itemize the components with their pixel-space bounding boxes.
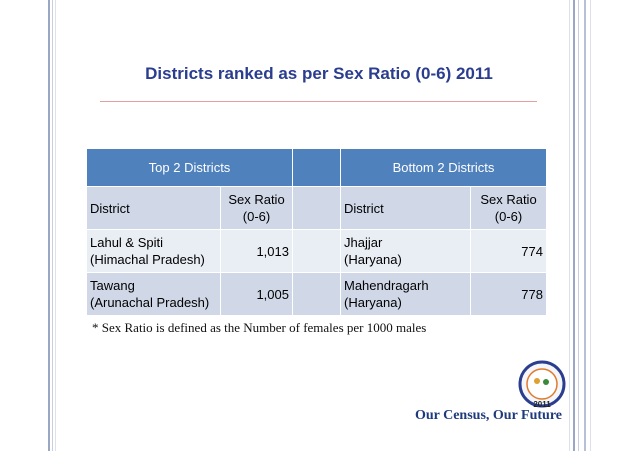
cell [292, 186, 341, 230]
stripe [55, 0, 56, 451]
stripe [569, 0, 570, 451]
column-header: District [86, 186, 221, 230]
sex-ratio: 1,013 [220, 229, 293, 273]
stripe [590, 0, 591, 451]
tagline: Our Census, Our Future [414, 408, 562, 423]
stripe [584, 0, 586, 451]
group-header: Bottom 2 Districts [340, 148, 547, 187]
census-logo: 2011 [518, 360, 566, 409]
footnote: * Sex Ratio is defined as the Number of … [92, 320, 427, 335]
sex-ratio: 1,005 [220, 272, 293, 316]
cell [292, 229, 341, 273]
divider [100, 101, 537, 102]
column-header: District [340, 186, 471, 230]
stripe [578, 0, 579, 451]
group-header: Top 2 Districts [86, 148, 293, 187]
stripe [573, 0, 575, 451]
cell [292, 148, 341, 187]
title: Districts ranked as per Sex Ratio (0-6) … [145, 64, 493, 83]
stripe [52, 0, 53, 451]
ranking-table: Top 2 Districts Bottom 2 Districts Distr… [86, 148, 547, 316]
sex-ratio: 778 [470, 272, 547, 316]
logo-figure [534, 378, 540, 384]
column-header: Sex Ratio (0-6) [470, 186, 547, 230]
district: Jhajjar (Haryana) [340, 229, 471, 273]
logo-year: 2011 [533, 400, 551, 409]
sex-ratio: 774 [470, 229, 547, 273]
column-header: Sex Ratio (0-6) [220, 186, 293, 230]
district: Lahul & Spiti (Himachal Pradesh) [86, 229, 221, 273]
cell [292, 272, 341, 316]
logo-inner [526, 368, 558, 400]
stripe [48, 0, 50, 451]
district: Tawang (Arunachal Pradesh) [86, 272, 221, 316]
district: Mahendragarh (Haryana) [340, 272, 471, 316]
logo-figure [543, 379, 549, 385]
